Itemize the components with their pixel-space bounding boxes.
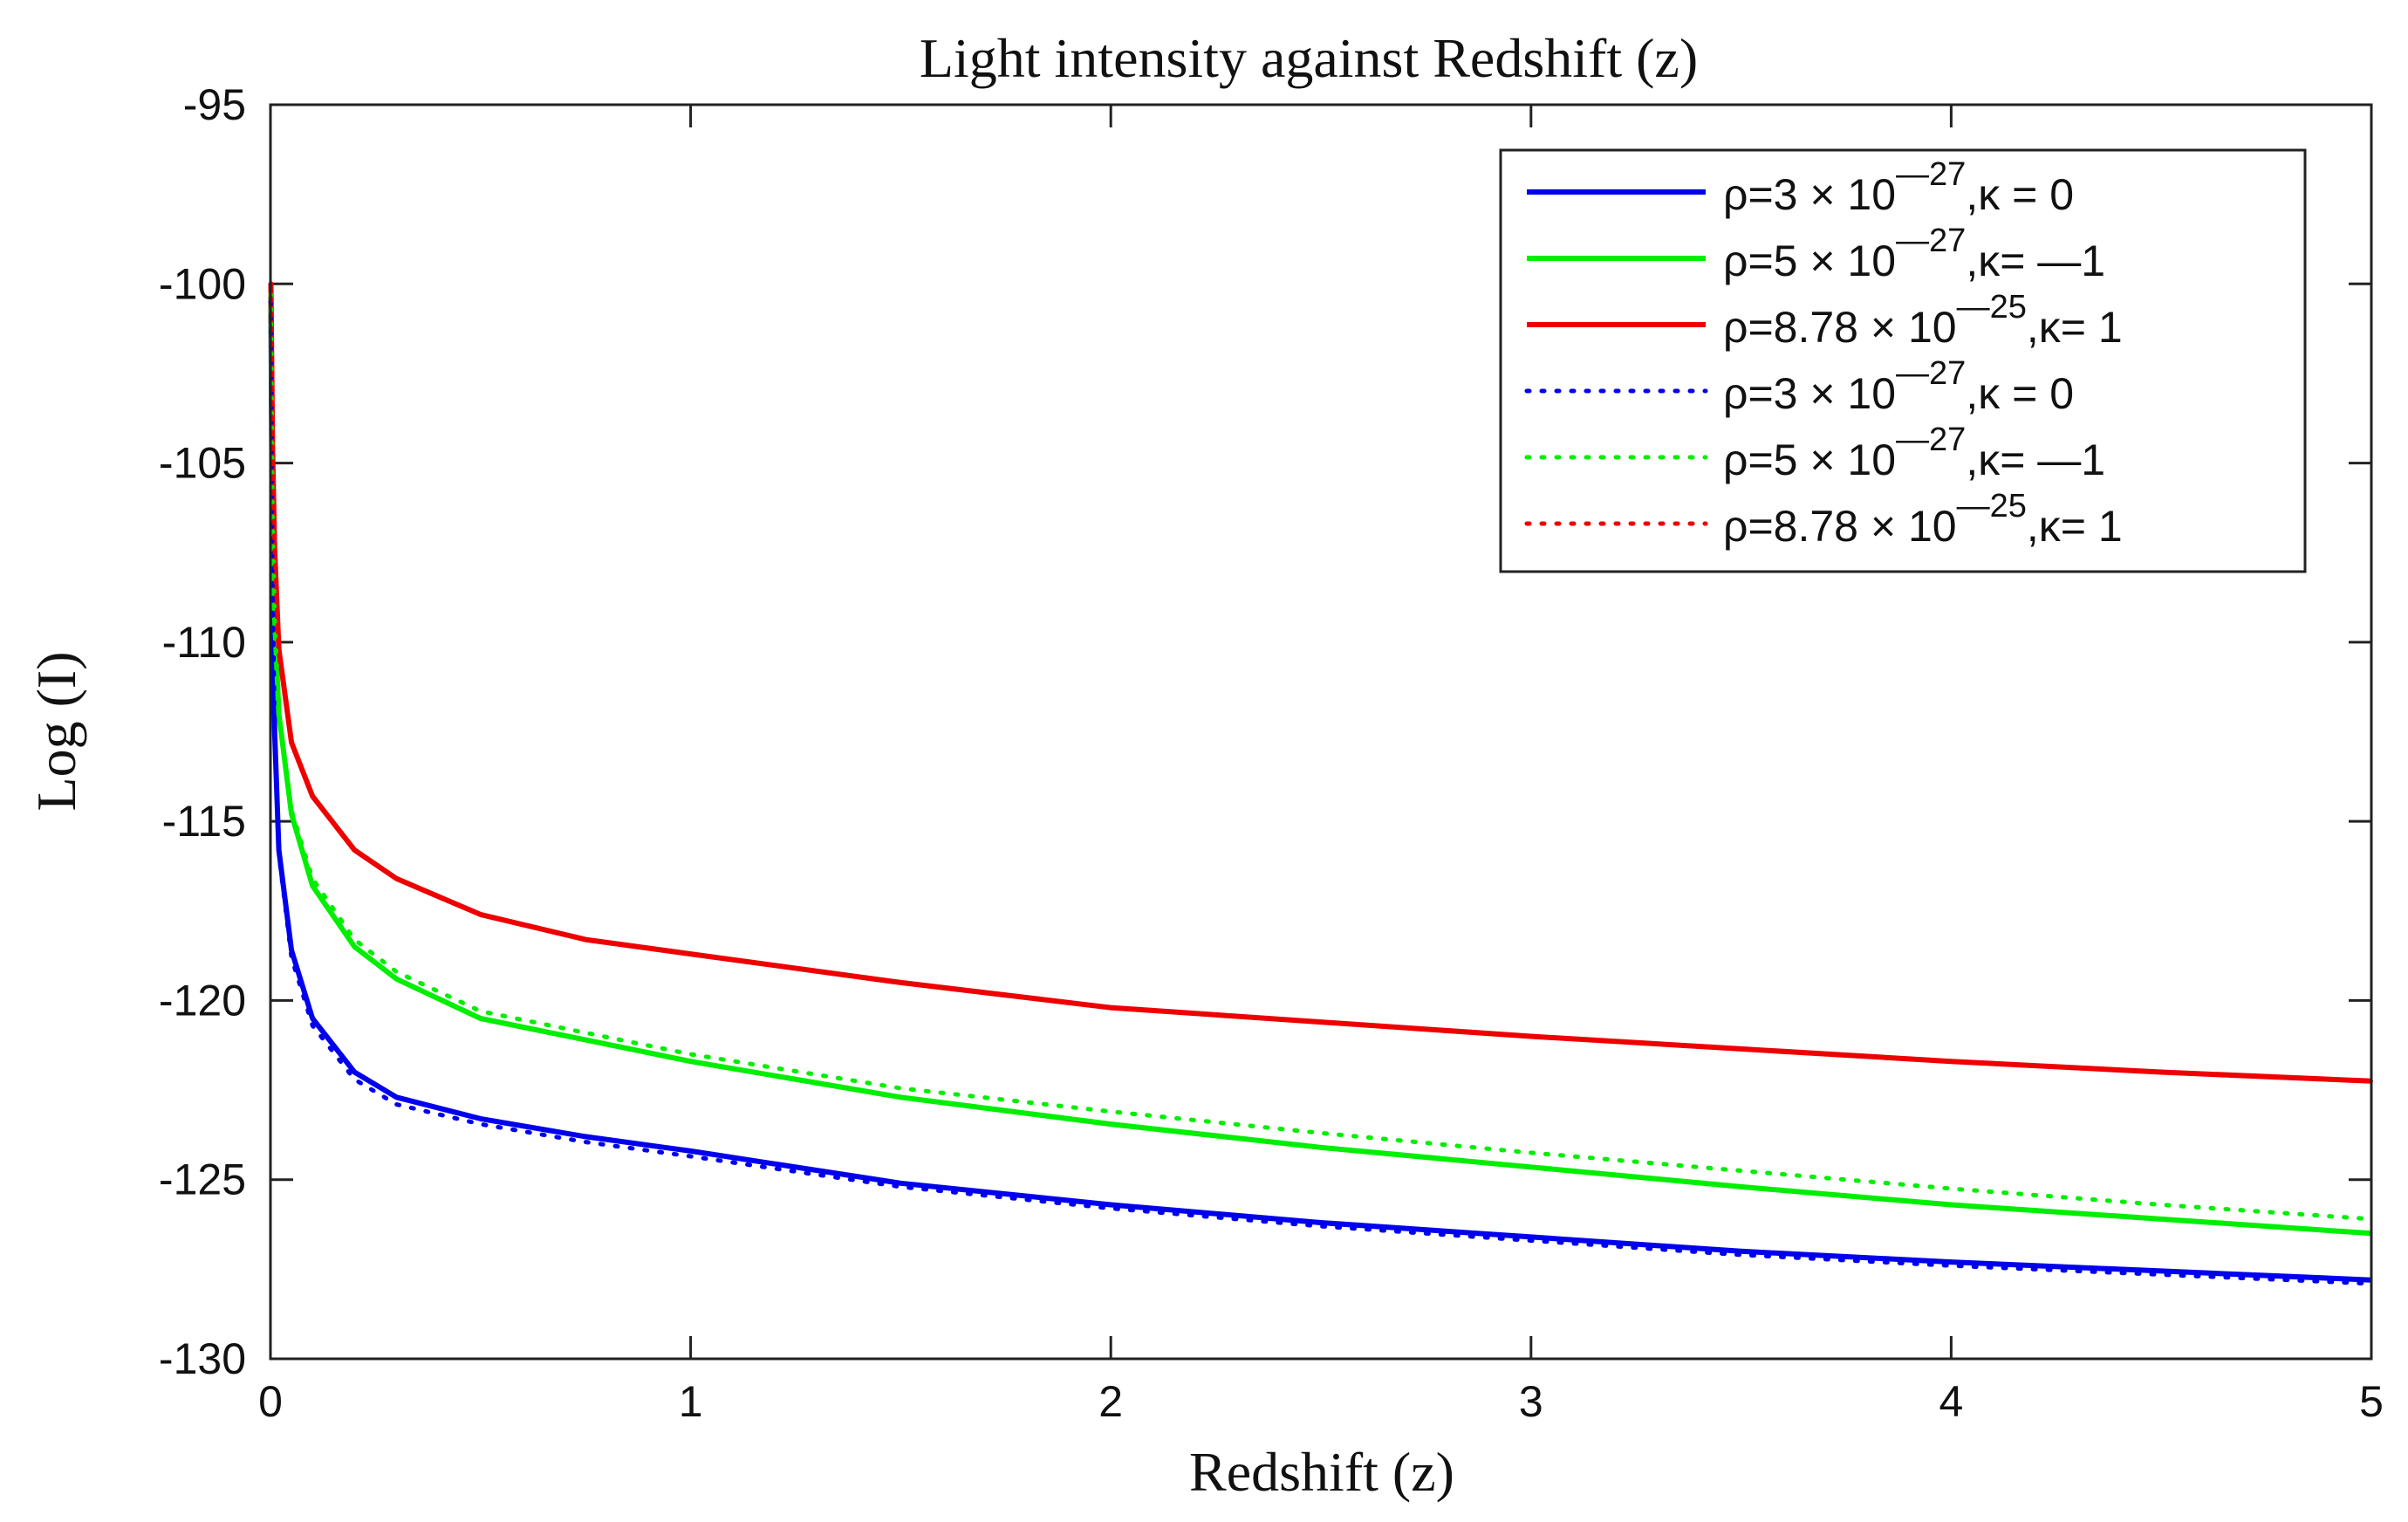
y-tick-label: -95 [183, 80, 246, 129]
x-tick-label: 1 [679, 1377, 703, 1426]
tick-labels: 0 1 2 3 4 5 -95 -100 -105 -110 -115 -120 -125 -130 [159, 80, 2384, 1426]
x-tick-label: 3 [1519, 1377, 1543, 1426]
legend-label-kappa: ,κ= —1 [1966, 435, 2105, 484]
legend-label-main: ρ=5 × 10 [1723, 237, 1896, 285]
legend-label-1: ρ=3 × 10—27,κ = 0 [1723, 156, 2074, 219]
x-tick-label: 5 [2359, 1377, 2384, 1426]
legend-box [1499, 148, 2307, 573]
legend-label-main: ρ=5 × 10 [1723, 435, 1896, 484]
legend-label-main: ρ=3 × 10 [1723, 170, 1896, 219]
y-tick-label: -110 [162, 618, 246, 667]
y-tick-label: -115 [162, 797, 246, 846]
legend-label-exponent: —27 [1896, 355, 1966, 392]
legend-label-exponent: —27 [1896, 156, 1966, 193]
legend-label-main: ρ=8.78 × 10 [1723, 303, 1957, 352]
legend-label-5: ρ=5 × 10—27,κ= —1 [1723, 422, 2105, 484]
legend-label-6: ρ=8.78 × 10—25,κ= 1 [1723, 488, 2123, 551]
series-line-5 [268, 292, 2374, 1222]
y-tick-label: -105 [159, 439, 246, 488]
legend-label-exponent: —25 [1957, 289, 2027, 326]
legend: ρ=3 × 10—27,κ = 0ρ=5 × 10—27,κ= —1ρ=8.78… [1499, 148, 2307, 573]
y-axis-label: Log (I) [25, 651, 87, 811]
x-tick-label: 2 [1098, 1377, 1123, 1426]
x-axis-label: Redshift (z) [1189, 1441, 1454, 1503]
legend-label-exponent: —27 [1896, 223, 1966, 259]
y-tick-label: -100 [159, 259, 246, 308]
series-line-6 [268, 281, 2374, 1084]
legend-label-kappa: ,κ= —1 [1966, 237, 2105, 285]
legend-label-kappa: ,κ = 0 [1966, 170, 2074, 219]
x-tick-label: 4 [1939, 1377, 1963, 1426]
y-tick-label: -125 [159, 1155, 246, 1204]
chart-title: Light intensity against Redshift (z) [920, 27, 1698, 89]
y-tick-label: -120 [159, 976, 246, 1025]
x-tick-label: 0 [258, 1377, 283, 1426]
legend-label-4: ρ=3 × 10—27,κ = 0 [1723, 355, 2074, 418]
plot-frame [269, 103, 2373, 1361]
legend-label-3: ρ=8.78 × 10—25,κ= 1 [1723, 289, 2123, 352]
legend-label-kappa: ,κ = 0 [1966, 369, 2074, 418]
legend-label-exponent: —27 [1896, 422, 1966, 458]
legend-label-main: ρ=3 × 10 [1723, 369, 1896, 418]
y-tick-label: -130 [159, 1334, 246, 1383]
series-line-1 [268, 298, 2372, 1283]
legend-label-kappa: ,κ= 1 [2027, 502, 2123, 551]
legend-label-kappa: ,κ= 1 [2027, 303, 2123, 352]
legend-label-exponent: —25 [1957, 488, 2027, 524]
legend-label-2: ρ=5 × 10—27,κ= —1 [1723, 223, 2105, 285]
legend-label-main: ρ=8.78 × 10 [1723, 502, 1957, 551]
series-lines [268, 281, 2374, 1286]
series-line-4 [268, 299, 2374, 1286]
